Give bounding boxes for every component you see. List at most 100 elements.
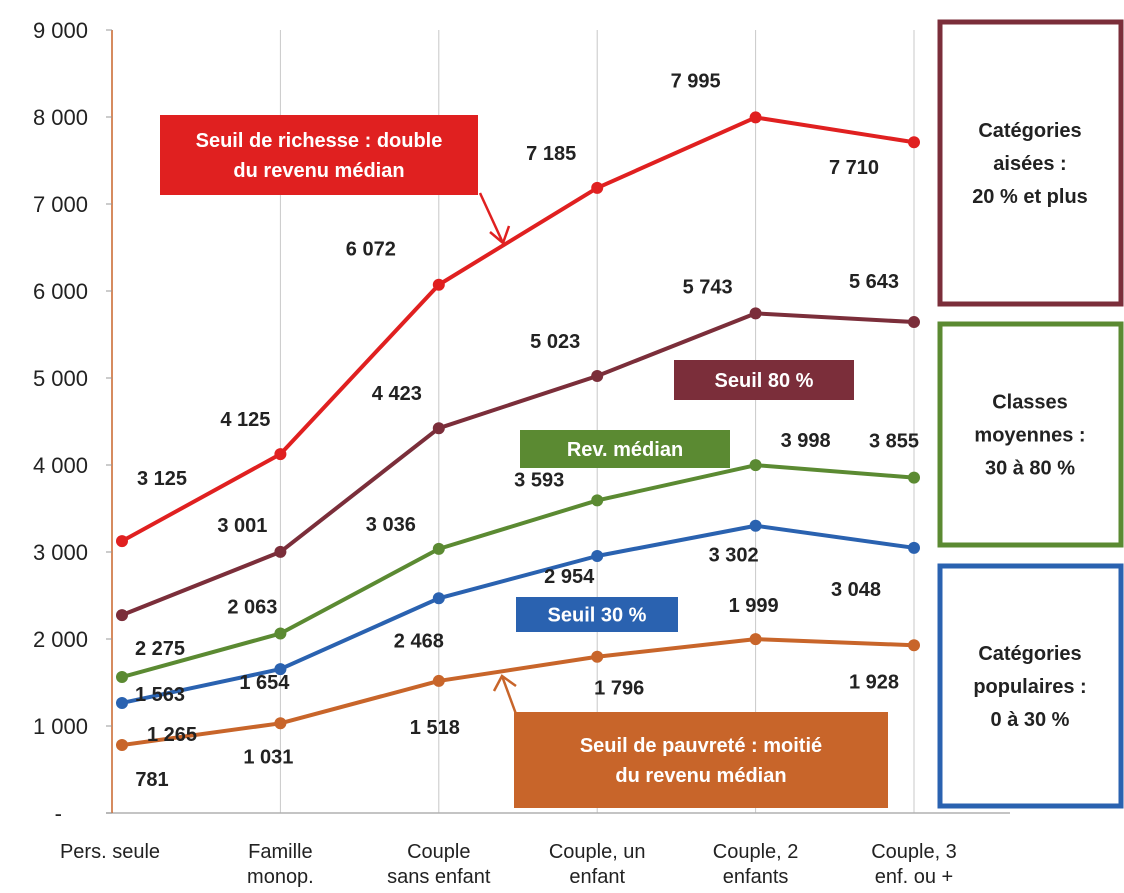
data-label-richesse: 7 995 xyxy=(671,70,721,92)
data-point-pauvrete-2 xyxy=(432,674,445,687)
data-point-pauvrete-4 xyxy=(749,633,762,646)
annotation-arrowhead-richesse xyxy=(489,225,511,246)
data-label-seuil80: 5 023 xyxy=(530,331,580,353)
data-label-median: 3 998 xyxy=(781,430,831,452)
y-tick-label: 5 000 xyxy=(33,366,88,391)
y-tick-label: 2 000 xyxy=(33,627,88,652)
category-box-text-aisees: 20 % et plus xyxy=(972,186,1088,208)
data-label-seuil80: 5 743 xyxy=(683,276,733,298)
y-tick-label: 8 000 xyxy=(33,105,88,130)
category-box-border-populaires xyxy=(937,563,1124,809)
data-point-seuil30-2 xyxy=(432,592,445,605)
x-axis-ticks: Pers. seule Famille monop. Couple sans enfan… xyxy=(60,841,957,888)
data-point-median-1 xyxy=(274,627,287,640)
axes xyxy=(106,30,1010,814)
data-point-richesse-0 xyxy=(116,535,128,548)
data-label-seuil30: 2 954 xyxy=(544,566,595,588)
y-tick-label: 4 000 xyxy=(33,453,88,478)
annotation-text-richesse: du revenu médian xyxy=(233,160,404,182)
annotation-richesse: Seuil de richesse : double du revenu médi… xyxy=(160,115,478,195)
data-point-richesse-3 xyxy=(591,181,604,194)
data-point-median-2 xyxy=(432,542,445,555)
x-tick-label: Famille monop. xyxy=(247,841,314,888)
data-label-seuil80: 4 423 xyxy=(372,383,422,405)
data-point-richesse-5 xyxy=(908,136,920,149)
y-tick-label: 9 000 xyxy=(33,18,88,43)
series-line-median xyxy=(121,463,915,679)
data-label-pauvrete: 1 928 xyxy=(849,671,899,693)
data-label-richesse: 6 072 xyxy=(346,239,396,261)
data-point-richesse-2 xyxy=(432,278,445,291)
data-point-median-3 xyxy=(591,494,604,507)
data-label-richesse: 7 185 xyxy=(526,143,576,165)
annotation-pauvrete: Seuil de pauvreté : moitié du revenu médi… xyxy=(514,712,888,808)
data-label-pauvrete: 1 031 xyxy=(243,746,293,768)
category-box-border-aisees xyxy=(937,19,1124,307)
category-boxes: Catégories aisées : 20 % et plus Classes moy… xyxy=(937,19,1124,809)
annotation-text-median: Rev. médian xyxy=(567,439,683,461)
data-label-median: 1 563 xyxy=(135,684,185,706)
data-label-median: 2 063 xyxy=(227,597,277,619)
y-tick-label: - xyxy=(55,801,62,826)
x-tick-label: Couple, 3 enf. ou + xyxy=(871,841,957,888)
series-line-richesse xyxy=(121,115,915,543)
category-box-text-populaires: populaires : xyxy=(973,676,1086,698)
x-tick-label: Couple, 2 enfants xyxy=(713,841,799,888)
data-label-median: 3 855 xyxy=(869,431,919,453)
category-box-text-populaires: 0 à 30 % xyxy=(991,709,1070,731)
data-label-seuil30: 1 654 xyxy=(239,672,290,694)
data-label-pauvrete: 1 796 xyxy=(594,678,644,700)
data-point-richesse-4 xyxy=(749,111,762,124)
data-point-seuil80-0 xyxy=(116,609,128,622)
annotation-seuil80: Seuil 80 % xyxy=(674,360,854,400)
y-tick-label: 3 000 xyxy=(33,540,88,565)
annotation-text-richesse: Seuil de richesse : double xyxy=(196,130,443,152)
y-tick-label: 7 000 xyxy=(33,192,88,217)
annotation-arrow-pauvrete xyxy=(500,675,518,715)
series-line-seuil30 xyxy=(121,523,915,705)
annotation-arrowhead-pauvrete xyxy=(492,674,517,692)
data-label-pauvrete: 1 518 xyxy=(410,717,460,739)
category-box-text-populaires: Catégories xyxy=(978,643,1081,665)
data-label-median: 3 036 xyxy=(366,514,416,536)
annotation-arrow-richesse xyxy=(478,192,505,244)
annotation-text-pauvrete: Seuil de pauvreté : moitié xyxy=(580,735,822,757)
data-labels: 3 125 4 125 6 072 7 185 7 995 7 710 2 275 3 001… xyxy=(135,70,919,791)
data-point-seuil80-5 xyxy=(908,316,920,329)
annotation-seuil30: Seuil 30 % xyxy=(516,597,678,632)
annotation-box-richesse xyxy=(160,115,478,195)
data-label-seuil80: 2 275 xyxy=(135,638,185,660)
data-point-seuil80-4 xyxy=(749,307,762,320)
data-point-seuil30-0 xyxy=(116,696,128,709)
y-tick-label: 6 000 xyxy=(33,279,88,304)
data-label-seuil30: 1 265 xyxy=(147,724,197,746)
annotation-box-median xyxy=(520,430,730,468)
annotation-text-seuil30: Seuil 30 % xyxy=(548,605,647,627)
category-box-text-moyennes: Classes xyxy=(992,392,1068,414)
data-label-seuil30: 3 302 xyxy=(709,545,759,567)
category-box-text-moyennes: moyennes : xyxy=(974,425,1085,447)
series-lines xyxy=(116,111,920,752)
annotation-median: Rev. médian xyxy=(520,430,730,468)
data-label-seuil80: 5 643 xyxy=(849,271,899,293)
series-line-seuil80 xyxy=(121,311,915,617)
data-point-seuil30-5 xyxy=(908,541,920,554)
data-point-median-0 xyxy=(116,671,128,684)
y-tick-label: 1 000 xyxy=(33,714,88,739)
category-box-aisees: Catégories aisées : 20 % et plus xyxy=(937,19,1124,307)
x-tick-label: Couple sans enfant xyxy=(387,841,491,888)
data-point-richesse-1 xyxy=(274,448,287,461)
data-point-seuil80-1 xyxy=(274,545,287,558)
annotations: Seuil de richesse : double du revenu médi… xyxy=(160,115,888,808)
data-label-pauvrete: 781 xyxy=(135,769,168,791)
y-axis-ticks: - 1 000 2 000 3 000 4 000 5 000 6 000 7 000 8 00… xyxy=(33,18,112,826)
category-box-text-aisees: Catégories xyxy=(978,120,1081,142)
data-label-pauvrete: 1 999 xyxy=(729,595,779,617)
data-label-richesse: 7 710 xyxy=(829,157,879,179)
data-label-seuil80: 3 001 xyxy=(217,515,267,537)
category-box-moyennes: Classes moyennes : 30 à 80 % xyxy=(937,321,1124,548)
data-point-seuil80-3 xyxy=(591,369,604,382)
data-point-seuil30-3 xyxy=(591,550,604,563)
data-point-seuil80-2 xyxy=(432,422,445,435)
x-tick-label: Couple, un enfant xyxy=(549,841,646,888)
